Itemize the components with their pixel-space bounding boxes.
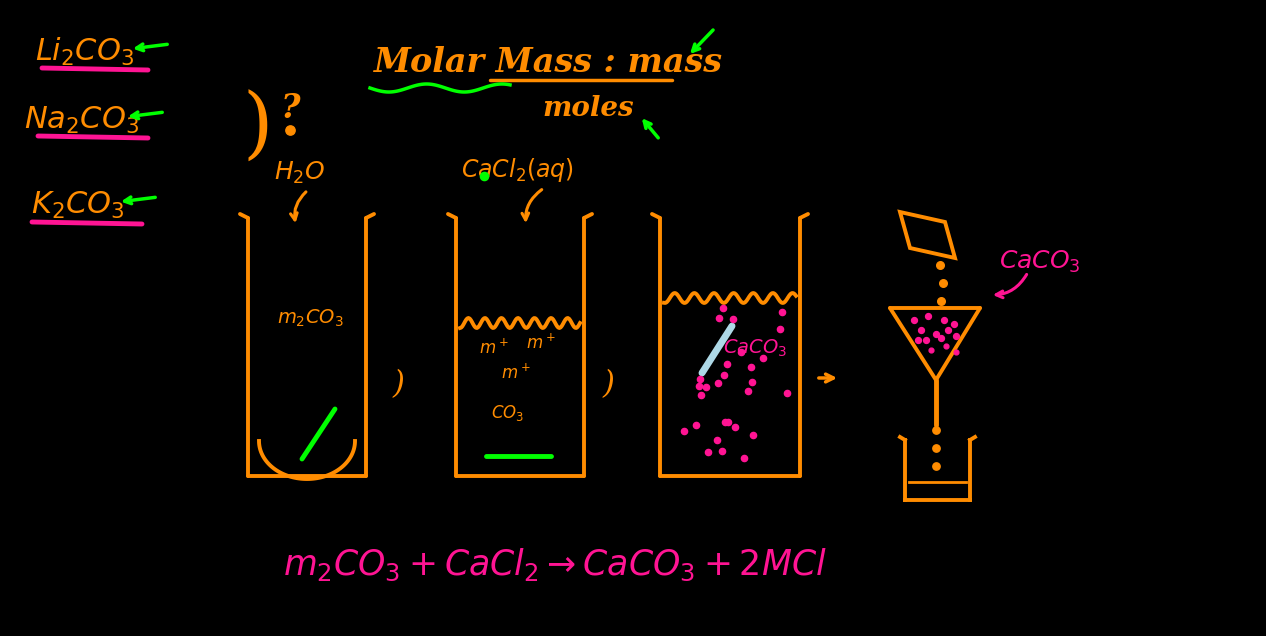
Point [753,352,774,363]
Point [709,314,729,324]
Text: $Li_2CO_3$: $Li_2CO_3$ [35,36,134,68]
Point [725,422,746,432]
Text: $CO_3$: $CO_3$ [491,403,524,423]
Point [713,446,733,456]
Point [741,361,761,371]
Text: moles: moles [542,95,634,121]
Point [770,324,790,334]
Point [920,345,941,355]
Text: $CaCO_3$: $CaCO_3$ [723,337,787,359]
Text: $m^+$: $m^+$ [479,338,509,357]
Text: ): ) [243,90,273,166]
Point [904,315,924,325]
Point [706,435,727,445]
Point [772,307,793,317]
Text: Molar Mass : mass: Molar Mass : mass [373,46,723,78]
Point [717,359,737,369]
Text: ?: ? [280,92,300,125]
Point [674,426,694,436]
Point [696,382,717,392]
Point [698,446,718,457]
Point [689,380,709,391]
Point [925,329,946,339]
Point [713,303,733,314]
Point [915,335,936,345]
Point [931,296,951,306]
Point [734,453,755,463]
Text: $Na_2CO_3$: $Na_2CO_3$ [24,104,139,135]
Text: $m^+$: $m^+$ [527,333,556,352]
Point [910,325,931,335]
Point [691,390,711,400]
Text: $m_2CO_3$: $m_2CO_3$ [277,307,343,329]
Point [723,314,743,324]
Point [934,315,955,325]
Point [718,417,738,427]
Point [708,378,728,389]
Point [742,377,762,387]
Text: $CaCO_3$: $CaCO_3$ [999,249,1081,275]
Point [738,385,758,396]
Text: ): ) [603,370,614,401]
Point [918,311,938,321]
Point [944,319,965,329]
Point [908,335,928,345]
Point [929,260,950,270]
Point [690,375,710,385]
Point [280,125,300,135]
Point [925,461,946,471]
Point [925,443,946,453]
Point [931,333,951,343]
Point [743,430,763,440]
Text: $K_2CO_3$: $K_2CO_3$ [32,190,125,221]
Point [686,420,706,430]
Point [777,388,798,398]
Text: $m_2CO_3  +  CaCl_2   \rightarrow   CaCO_3 + 2MCl$: $m_2CO_3 + CaCl_2 \rightarrow CaCO_3 + 2… [284,547,827,583]
Point [936,341,956,351]
Point [938,325,958,335]
Text: $H_2O$: $H_2O$ [275,160,325,186]
Point [714,370,734,380]
Point [946,347,966,357]
Point [925,425,946,435]
Point [933,278,953,288]
Point [946,331,966,341]
Point [730,347,751,357]
Text: $CaCl_2(aq)$: $CaCl_2(aq)$ [462,156,575,184]
Point [473,171,494,181]
Text: $m^+$: $m^+$ [501,363,530,383]
Point [715,417,736,427]
Text: ): ) [392,370,404,401]
